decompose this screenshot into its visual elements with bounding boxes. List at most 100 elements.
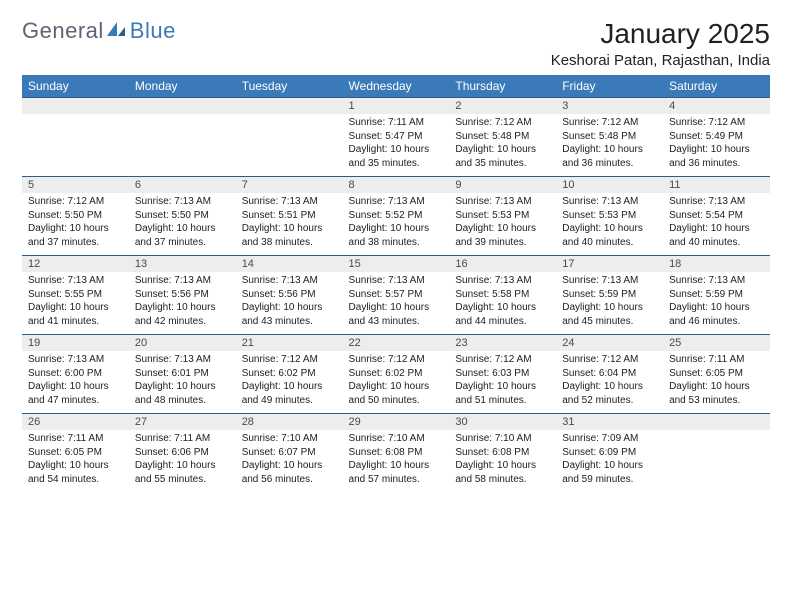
day-number: [236, 98, 343, 114]
calendar-cell: 19Sunrise: 7:13 AMSunset: 6:00 PMDayligh…: [22, 335, 129, 414]
sunrise-line: Sunrise: 7:09 AM: [562, 432, 657, 446]
sunrise-line: Sunrise: 7:13 AM: [669, 274, 764, 288]
day-body: Sunrise: 7:12 AMSunset: 5:48 PMDaylight:…: [556, 114, 663, 176]
sunrise-line: Sunrise: 7:12 AM: [562, 353, 657, 367]
sunrise-line: Sunrise: 7:10 AM: [455, 432, 550, 446]
logo-word-2: Blue: [130, 18, 176, 44]
day-body: Sunrise: 7:13 AMSunset: 5:59 PMDaylight:…: [663, 272, 770, 334]
calendar-week: 26Sunrise: 7:11 AMSunset: 6:05 PMDayligh…: [22, 414, 770, 493]
sunrise-line: Sunrise: 7:13 AM: [669, 195, 764, 209]
day-number: 5: [22, 177, 129, 193]
day-body: Sunrise: 7:13 AMSunset: 5:56 PMDaylight:…: [129, 272, 236, 334]
day-number: 15: [343, 256, 450, 272]
calendar-week: 19Sunrise: 7:13 AMSunset: 6:00 PMDayligh…: [22, 335, 770, 414]
daylight-line: Daylight: 10 hours and 46 minutes.: [669, 301, 764, 328]
daylight-line: Daylight: 10 hours and 48 minutes.: [135, 380, 230, 407]
day-body: Sunrise: 7:13 AMSunset: 5:53 PMDaylight:…: [449, 193, 556, 255]
sunset-line: Sunset: 5:48 PM: [562, 130, 657, 144]
calendar-table: SundayMondayTuesdayWednesdayThursdayFrid…: [22, 75, 770, 492]
day-number: 10: [556, 177, 663, 193]
day-number: 1: [343, 98, 450, 114]
calendar-cell: 16Sunrise: 7:13 AMSunset: 5:58 PMDayligh…: [449, 256, 556, 335]
day-body: Sunrise: 7:10 AMSunset: 6:08 PMDaylight:…: [449, 430, 556, 492]
daylight-line: Daylight: 10 hours and 52 minutes.: [562, 380, 657, 407]
calendar-week: 1Sunrise: 7:11 AMSunset: 5:47 PMDaylight…: [22, 98, 770, 177]
day-body: Sunrise: 7:13 AMSunset: 5:53 PMDaylight:…: [556, 193, 663, 255]
day-body: Sunrise: 7:12 AMSunset: 5:50 PMDaylight:…: [22, 193, 129, 255]
sunrise-line: Sunrise: 7:11 AM: [28, 432, 123, 446]
calendar-cell: 30Sunrise: 7:10 AMSunset: 6:08 PMDayligh…: [449, 414, 556, 493]
calendar-cell: 23Sunrise: 7:12 AMSunset: 6:03 PMDayligh…: [449, 335, 556, 414]
daylight-line: Daylight: 10 hours and 43 minutes.: [242, 301, 337, 328]
daylight-line: Daylight: 10 hours and 38 minutes.: [242, 222, 337, 249]
sunrise-line: Sunrise: 7:13 AM: [562, 274, 657, 288]
month-title: January 2025: [551, 18, 770, 50]
daylight-line: Daylight: 10 hours and 40 minutes.: [562, 222, 657, 249]
sunrise-line: Sunrise: 7:13 AM: [349, 274, 444, 288]
day-number: 24: [556, 335, 663, 351]
calendar-cell: 2Sunrise: 7:12 AMSunset: 5:48 PMDaylight…: [449, 98, 556, 177]
day-header: Saturday: [663, 75, 770, 98]
sunrise-line: Sunrise: 7:12 AM: [349, 353, 444, 367]
day-body: Sunrise: 7:10 AMSunset: 6:08 PMDaylight:…: [343, 430, 450, 492]
daylight-line: Daylight: 10 hours and 59 minutes.: [562, 459, 657, 486]
daylight-line: Daylight: 10 hours and 37 minutes.: [135, 222, 230, 249]
sunset-line: Sunset: 6:08 PM: [455, 446, 550, 460]
calendar-cell: 6Sunrise: 7:13 AMSunset: 5:50 PMDaylight…: [129, 177, 236, 256]
calendar-cell: 4Sunrise: 7:12 AMSunset: 5:49 PMDaylight…: [663, 98, 770, 177]
calendar-body: 1Sunrise: 7:11 AMSunset: 5:47 PMDaylight…: [22, 98, 770, 493]
day-body: Sunrise: 7:12 AMSunset: 5:49 PMDaylight:…: [663, 114, 770, 176]
sunset-line: Sunset: 5:59 PM: [669, 288, 764, 302]
calendar-cell: 1Sunrise: 7:11 AMSunset: 5:47 PMDaylight…: [343, 98, 450, 177]
sunrise-line: Sunrise: 7:12 AM: [669, 116, 764, 130]
day-body: [129, 114, 236, 172]
daylight-line: Daylight: 10 hours and 50 minutes.: [349, 380, 444, 407]
header-bar: General Blue January 2025 Keshorai Patan…: [22, 18, 770, 69]
sunset-line: Sunset: 5:56 PM: [135, 288, 230, 302]
day-number: 26: [22, 414, 129, 430]
sunrise-line: Sunrise: 7:11 AM: [669, 353, 764, 367]
calendar-cell: 26Sunrise: 7:11 AMSunset: 6:05 PMDayligh…: [22, 414, 129, 493]
daylight-line: Daylight: 10 hours and 55 minutes.: [135, 459, 230, 486]
sunset-line: Sunset: 5:53 PM: [455, 209, 550, 223]
day-body: [663, 430, 770, 488]
daylight-line: Daylight: 10 hours and 57 minutes.: [349, 459, 444, 486]
day-number: 28: [236, 414, 343, 430]
day-header: Wednesday: [343, 75, 450, 98]
calendar-cell: 20Sunrise: 7:13 AMSunset: 6:01 PMDayligh…: [129, 335, 236, 414]
daylight-line: Daylight: 10 hours and 49 minutes.: [242, 380, 337, 407]
calendar-cell: 18Sunrise: 7:13 AMSunset: 5:59 PMDayligh…: [663, 256, 770, 335]
calendar-cell: [22, 98, 129, 177]
sunset-line: Sunset: 5:58 PM: [455, 288, 550, 302]
daylight-line: Daylight: 10 hours and 45 minutes.: [562, 301, 657, 328]
day-number: [663, 414, 770, 430]
calendar-cell: 27Sunrise: 7:11 AMSunset: 6:06 PMDayligh…: [129, 414, 236, 493]
day-body: [236, 114, 343, 172]
day-number: 3: [556, 98, 663, 114]
calendar-week: 5Sunrise: 7:12 AMSunset: 5:50 PMDaylight…: [22, 177, 770, 256]
day-body: Sunrise: 7:13 AMSunset: 5:57 PMDaylight:…: [343, 272, 450, 334]
sunset-line: Sunset: 5:48 PM: [455, 130, 550, 144]
sunrise-line: Sunrise: 7:11 AM: [349, 116, 444, 130]
sunset-line: Sunset: 6:09 PM: [562, 446, 657, 460]
day-body: Sunrise: 7:13 AMSunset: 5:55 PMDaylight:…: [22, 272, 129, 334]
daylight-line: Daylight: 10 hours and 39 minutes.: [455, 222, 550, 249]
day-body: Sunrise: 7:12 AMSunset: 6:03 PMDaylight:…: [449, 351, 556, 413]
day-body: Sunrise: 7:13 AMSunset: 5:50 PMDaylight:…: [129, 193, 236, 255]
day-header: Monday: [129, 75, 236, 98]
calendar-cell: 21Sunrise: 7:12 AMSunset: 6:02 PMDayligh…: [236, 335, 343, 414]
sunrise-line: Sunrise: 7:12 AM: [562, 116, 657, 130]
day-number: 30: [449, 414, 556, 430]
sunset-line: Sunset: 6:06 PM: [135, 446, 230, 460]
sunrise-line: Sunrise: 7:13 AM: [242, 274, 337, 288]
sunset-line: Sunset: 5:50 PM: [28, 209, 123, 223]
calendar-cell: 28Sunrise: 7:10 AMSunset: 6:07 PMDayligh…: [236, 414, 343, 493]
sunset-line: Sunset: 5:54 PM: [669, 209, 764, 223]
daylight-line: Daylight: 10 hours and 58 minutes.: [455, 459, 550, 486]
day-number: 7: [236, 177, 343, 193]
day-number: 9: [449, 177, 556, 193]
daylight-line: Daylight: 10 hours and 35 minutes.: [349, 143, 444, 170]
day-body: Sunrise: 7:09 AMSunset: 6:09 PMDaylight:…: [556, 430, 663, 492]
sunrise-line: Sunrise: 7:13 AM: [28, 353, 123, 367]
day-body: Sunrise: 7:13 AMSunset: 5:56 PMDaylight:…: [236, 272, 343, 334]
